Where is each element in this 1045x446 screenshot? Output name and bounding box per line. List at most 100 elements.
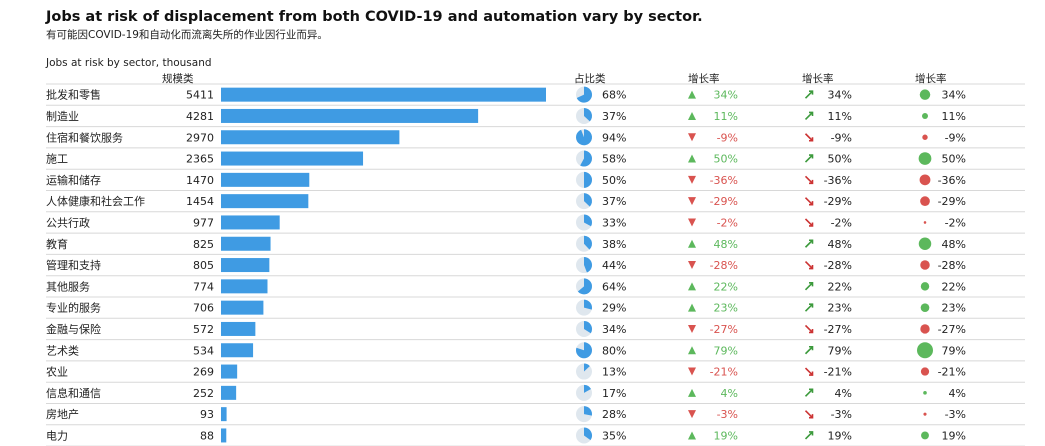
negative-dot [920,196,930,206]
share-pie-slice [584,427,592,441]
sector-label: 信息和通信 [46,386,101,400]
growth-label: -27% [710,323,738,336]
growth-label: -36% [824,174,852,187]
header-growth-1: 增长率 [688,73,720,85]
sector-label: 电力 [46,429,68,442]
growth-label: 22% [828,280,852,293]
sector-label: 艺术类 [46,343,79,357]
share-label: 33% [602,216,626,229]
arrow-down-right-icon [804,197,814,206]
share-pie-slice [584,363,590,372]
arrow-up-right-icon [804,111,814,121]
growth-label: 11% [714,110,738,123]
growth-label: 79% [714,344,738,357]
sector-label: 公共行政 [46,215,90,229]
header-share: 占比类 [574,73,606,85]
arrow-down-right-icon [804,218,814,227]
growth-label: -28% [938,259,966,272]
share-pie-slice [576,86,592,103]
growth-label: -21% [938,366,966,379]
growth-label: 48% [714,238,738,251]
value-label: 1470 [186,174,214,187]
value-bar [221,215,280,230]
growth-label: 19% [828,429,852,442]
growth-label: 23% [714,302,738,315]
up-triangle-icon [688,154,696,163]
growth-label: -36% [938,174,966,187]
growth-label: -27% [824,323,852,336]
negative-dot [923,412,927,416]
growth-label: -2% [945,216,966,229]
arrow-up-right-icon [804,431,814,440]
sector-label: 其他服务 [46,280,90,293]
value-label: 269 [193,366,214,379]
value-label: 572 [193,323,214,336]
arrow-up-right-icon [804,239,814,248]
value-label: 93 [200,408,214,421]
up-triangle-icon [688,111,696,120]
value-label: 1454 [186,195,214,208]
share-pie-slice [584,257,592,273]
value-bar [221,385,237,400]
share-pie-slice [584,406,593,416]
value-bar [221,321,256,336]
share-pie-slice [584,320,592,334]
value-label: 2365 [186,153,214,166]
sector-label: 管理和支持 [46,258,101,272]
down-triangle-icon [688,197,696,206]
growth-label: 11% [942,110,966,123]
up-triangle-icon [688,388,696,397]
down-triangle-icon [688,367,696,376]
negative-dot [922,134,928,140]
growth-label: 34% [714,89,738,102]
value-label: 88 [200,429,214,442]
growth-label: -21% [824,366,852,379]
positive-dot [922,112,928,119]
growth-label: 4% [721,387,738,400]
growth-label: -9% [717,131,738,144]
value-bar [221,300,264,315]
down-triangle-icon [688,324,696,333]
value-bar [221,194,309,209]
negative-dot [920,324,930,334]
value-bar [221,236,271,251]
growth-label: 50% [714,153,738,166]
share-label: 68% [602,89,626,102]
growth-label: -3% [717,408,738,421]
share-label: 38% [602,238,626,251]
growth-label: 34% [942,89,966,102]
growth-label: 48% [828,238,852,251]
growth-label: -9% [831,131,852,144]
header-growth-2: 增长率 [802,73,834,85]
negative-dot [923,221,927,224]
share-label: 13% [602,366,626,379]
share-label: 94% [602,131,626,144]
sector-label: 人体健康和社会工作 [46,194,145,208]
positive-dot [923,391,927,395]
growth-label: 4% [835,387,852,400]
share-label: 64% [602,280,626,293]
value-label: 774 [193,280,214,293]
share-pie-slice [584,171,592,188]
arrow-up-right-icon [804,388,814,397]
value-label: 252 [193,387,214,400]
down-triangle-icon [688,218,696,227]
share-pie-slice [584,107,593,122]
positive-dot [920,282,930,291]
arrow-up-right-icon [804,90,814,99]
growth-label: -27% [938,323,966,336]
down-triangle-icon [688,261,696,270]
header-size: 规模类 [162,73,194,85]
growth-label: -9% [945,131,966,144]
sector-label: 施工 [46,153,68,166]
value-bar [221,151,364,166]
positive-dot [921,431,929,440]
up-triangle-icon [688,282,696,291]
value-label: 534 [193,344,214,357]
share-label: 17% [602,387,626,400]
header-growth-3: 增长率 [915,73,947,85]
growth-label: 19% [942,429,966,442]
sector-label: 农业 [46,365,68,379]
negative-dot [919,174,931,186]
